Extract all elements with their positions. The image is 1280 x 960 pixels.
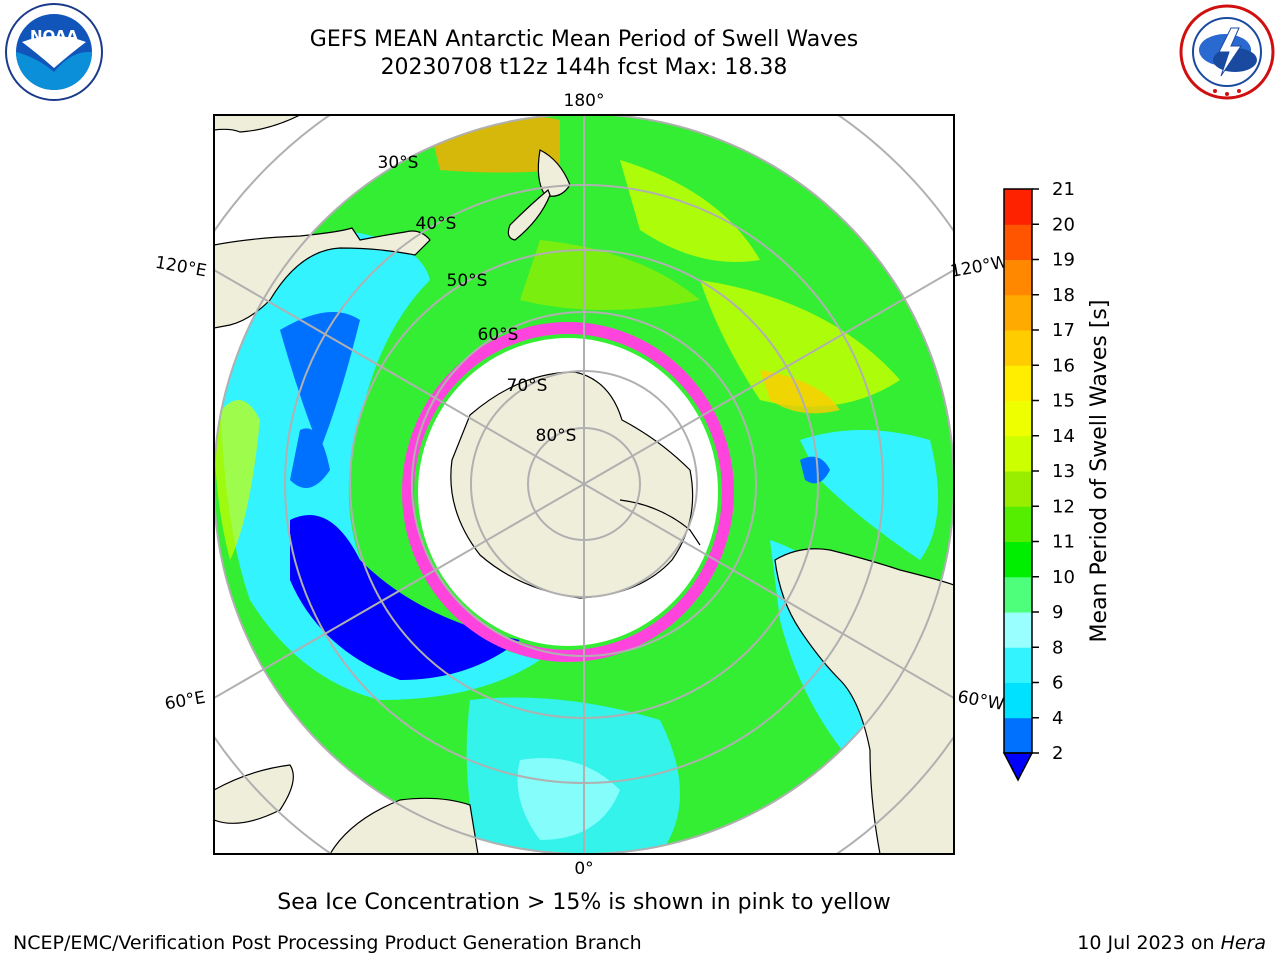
colorbar-label: Mean Period of Swell Waves [s] (1087, 300, 1112, 643)
longitude-lines (214, 115, 954, 854)
lat-label-40s: 40°S (416, 214, 457, 234)
colorbar: 2 4 6 8 9 10 11 12 13 14 15 16 17 18 19 20 21 Mean Perio… (1002, 179, 1112, 782)
colorbar-segment (1004, 400, 1032, 437)
sea-ice-caption: Sea Ice Concentration > 15% is shown in … (277, 890, 891, 915)
colorbar-segment (1004, 576, 1032, 613)
lon-label-120w: 120°W (949, 252, 1010, 282)
noaa-logo-icon: NOAA (5, 3, 103, 101)
nws-logo-icon (1179, 4, 1275, 100)
colorbar-tick-label: 16 (1052, 355, 1075, 376)
australia-landmass (214, 227, 431, 329)
map-frame (213, 114, 955, 855)
lat-label-50s: 50°S (447, 271, 488, 291)
lon-label-60w: 60°W (956, 687, 1006, 715)
colorbar-segment (1004, 435, 1032, 472)
madagascar-landmass (214, 764, 294, 824)
colorbar-tick-label: 9 (1052, 602, 1063, 623)
south-america-landmass (774, 548, 954, 854)
colorbar-tick-label: 8 (1052, 637, 1063, 658)
colorbar-tick-label: 19 (1052, 250, 1075, 271)
lat-label-30s: 30°S (378, 153, 419, 173)
colorbar-segment (1004, 259, 1032, 296)
colorbar-tick-label: 15 (1052, 391, 1075, 412)
lon-label-180: 180° (564, 91, 605, 111)
footer-date: 10 Jul 2023 on Hera (1077, 932, 1266, 954)
colorbar-segment (1004, 365, 1032, 401)
colorbar-segment (1004, 471, 1032, 507)
colorbar-segment (1004, 294, 1032, 331)
chart-title: GEFS MEAN Antarctic Mean Period of Swell… (309, 27, 859, 52)
lon-label-0: 0° (574, 859, 593, 879)
colorbar-tick-label: 21 (1052, 179, 1075, 200)
colorbar-segment (1004, 717, 1032, 754)
colorbar-tick-label: 18 (1052, 285, 1075, 306)
colorbar-tick-label: 11 (1052, 532, 1075, 553)
colorbar-under-arrow (1002, 752, 1034, 782)
lat-label-70s: 70°S (507, 376, 548, 396)
colorbar-segment (1004, 612, 1032, 648)
lon-label-120e: 120°E (154, 253, 208, 282)
chart-subtitle: 20230708 t12z 144h fcst Max: 18.38 (380, 55, 788, 80)
colorbar-segment (1004, 647, 1032, 683)
colorbar-segment (1004, 506, 1032, 542)
new-zealand-south (507, 189, 551, 241)
map-area (214, 115, 954, 854)
colorbar-segment (1004, 682, 1032, 719)
colorbar-tick-label: 6 (1052, 673, 1063, 694)
colorbar-tick-label: 12 (1052, 496, 1075, 517)
footer-credit: NCEP/EMC/Verification Post Processing Pr… (13, 932, 642, 954)
lat-label-60s: 60°S (478, 325, 519, 345)
colorbar-tick-label: 4 (1052, 708, 1063, 729)
footer-host: Hera (1220, 932, 1266, 954)
colorbar-segment (1004, 330, 1032, 366)
colorbar-tick-label: 17 (1052, 320, 1075, 341)
africa-landmass (329, 797, 479, 854)
colorbar-segment (1004, 541, 1032, 578)
colorbar-tick-label: 2 (1052, 743, 1063, 764)
colorbar-segment (1004, 189, 1032, 225)
colorbar-tick-label: 13 (1052, 461, 1075, 482)
new-zealand-north (537, 149, 571, 197)
lon-label-60e: 60°E (163, 688, 207, 715)
footer-date-text: 10 Jul 2023 on (1077, 932, 1221, 954)
colorbar-tick-label: 14 (1052, 426, 1075, 447)
colorbar-segment (1004, 224, 1032, 260)
colorbar-tick-label: 10 (1052, 567, 1075, 588)
colorbar-tick-label: 20 (1052, 214, 1075, 235)
lat-label-80s: 80°S (536, 426, 577, 446)
noaa-logo-text: NOAA (30, 27, 79, 45)
